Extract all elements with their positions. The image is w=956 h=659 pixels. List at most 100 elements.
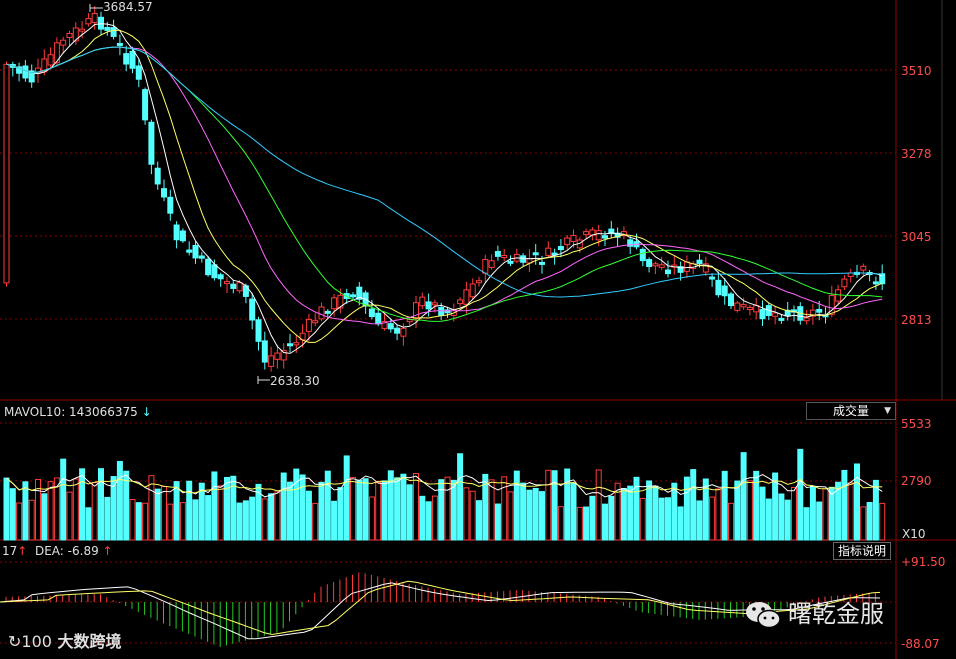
volume-bar — [431, 495, 438, 541]
candle — [123, 53, 130, 65]
candle — [255, 319, 262, 342]
candle — [305, 319, 312, 332]
volume-bar — [728, 502, 734, 541]
macd-dif-line — [0, 582, 881, 640]
candle — [841, 278, 848, 288]
volume-bar — [79, 468, 86, 541]
candle — [772, 312, 779, 317]
candle — [425, 301, 432, 310]
volume-bar — [602, 503, 608, 541]
candle — [85, 18, 92, 25]
candle — [375, 312, 382, 325]
volume-bar — [457, 453, 464, 541]
candle — [28, 70, 35, 83]
candle — [677, 266, 684, 273]
candle — [494, 251, 501, 257]
volume-bar — [318, 481, 325, 541]
low-marker — [257, 376, 270, 384]
volume-bar — [696, 500, 703, 541]
candle — [545, 247, 552, 256]
volume-bar — [494, 503, 501, 541]
volume-bar — [778, 493, 785, 541]
candle — [129, 50, 136, 69]
volume-bar — [85, 507, 92, 541]
volume-bar — [753, 470, 760, 541]
candle — [721, 285, 728, 297]
volume-bar — [104, 496, 111, 541]
volume-bar — [809, 485, 816, 541]
candle — [463, 289, 470, 305]
volume-bar — [551, 470, 558, 541]
candle — [287, 343, 293, 347]
volume-bar — [35, 478, 41, 541]
candle — [665, 269, 671, 275]
macd-title: 17↑ DEA: -6.89 ↑ — [2, 544, 113, 558]
candle — [230, 283, 237, 289]
volume-bar — [312, 502, 319, 541]
candle — [47, 54, 54, 66]
candle — [135, 65, 142, 80]
volume-bar — [9, 488, 16, 541]
volume-bar — [362, 478, 369, 541]
volume-bar — [860, 506, 867, 541]
volume-bar — [702, 478, 709, 541]
candle — [872, 281, 879, 285]
candle — [828, 295, 835, 315]
volume-bar — [324, 470, 331, 541]
candle — [709, 276, 716, 280]
candle — [268, 355, 275, 367]
indicator-help-button[interactable]: 指标说明 — [833, 542, 891, 560]
volume-bar — [683, 476, 690, 541]
candle — [224, 281, 230, 285]
candle — [746, 307, 753, 311]
volume-bar — [583, 506, 590, 541]
volume-bar — [450, 479, 457, 541]
volume-bar — [129, 499, 136, 541]
price-tick-label: 2813 — [901, 313, 932, 327]
volume-bar — [620, 487, 627, 541]
volume-bar — [217, 485, 224, 541]
volume-bar — [53, 477, 60, 541]
candle — [192, 244, 199, 259]
volume-bar — [28, 499, 35, 541]
candle — [400, 327, 407, 337]
candle — [331, 297, 338, 310]
volume-bar — [261, 498, 268, 541]
volume-bar — [368, 496, 375, 541]
volume-bar — [356, 479, 363, 541]
candle — [72, 27, 79, 42]
volume-bar — [652, 485, 659, 541]
volume-bar — [564, 468, 571, 541]
candle — [816, 308, 823, 313]
volume-title: MAVOL10: 143066375 ↓ — [4, 405, 152, 419]
volume-bar — [614, 482, 621, 541]
indicator-select[interactable]: 成交量 ▼ — [806, 402, 896, 420]
low-price-label: 2638.30 — [270, 374, 320, 388]
candle — [469, 283, 476, 298]
wechat-icon — [746, 602, 781, 629]
volume-bar — [671, 482, 678, 541]
volume-bar — [192, 499, 199, 541]
candle — [293, 342, 300, 346]
candle — [3, 63, 10, 284]
volume-bar — [772, 472, 779, 541]
candle — [337, 294, 344, 309]
candle — [154, 167, 161, 185]
candle — [652, 263, 659, 267]
candle — [476, 280, 482, 284]
volume-bar — [828, 486, 835, 541]
arrow-down-icon: ↓ — [141, 405, 152, 419]
volume-bar — [854, 463, 860, 541]
candle — [608, 228, 615, 235]
candle — [236, 282, 243, 292]
candle — [507, 260, 514, 264]
volume-bar — [476, 500, 482, 541]
volume-bar — [734, 480, 741, 541]
candle — [778, 317, 785, 321]
ma5-line — [6, 23, 883, 354]
candle — [419, 296, 426, 307]
candle — [438, 306, 445, 316]
volume-bar — [135, 502, 142, 541]
volume-bar — [532, 487, 539, 541]
volume-bar — [576, 506, 583, 541]
